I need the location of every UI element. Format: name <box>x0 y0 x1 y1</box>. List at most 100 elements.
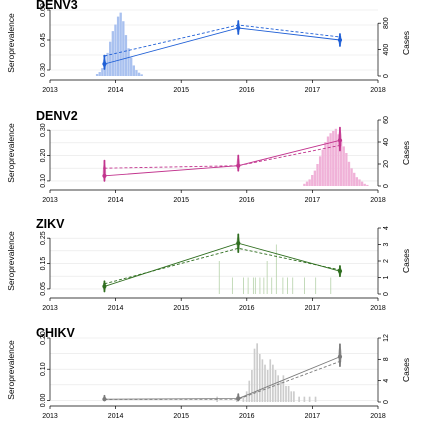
x-tick-label: 2014 <box>108 413 124 420</box>
y-tick-label: 0.25 <box>40 231 47 245</box>
series-line-dashed <box>104 247 341 285</box>
y-tick-label: 0.30 <box>40 63 47 77</box>
case-bar <box>290 391 293 402</box>
case-bar <box>127 48 130 76</box>
y2-tick-label: 0 <box>383 400 390 404</box>
data-point <box>236 25 241 31</box>
x-tick-label: 2013 <box>42 413 58 420</box>
case-bar <box>282 375 285 402</box>
case-bar <box>98 72 101 76</box>
case-bar <box>308 396 311 402</box>
data-point-dashed <box>338 35 342 39</box>
case-bar <box>254 277 256 294</box>
case-bar <box>313 170 317 186</box>
y-tick-label: 0.10 <box>40 362 47 376</box>
y2-tick-label: 3 <box>383 242 390 246</box>
y-tick-label: 0.45 <box>40 33 47 47</box>
series-line-solid <box>104 27 341 65</box>
case-bar <box>140 74 143 76</box>
data-point-dashed <box>338 360 342 363</box>
series-line-dashed <box>104 360 341 400</box>
panel-title: CHIKV <box>36 326 76 340</box>
x-tick-label: 2016 <box>239 305 255 312</box>
case-bar <box>253 348 256 402</box>
case-bar <box>256 343 258 402</box>
x-tick-label: 2015 <box>173 87 189 94</box>
y-tick-label: 0.15 <box>40 257 47 271</box>
data-point-dashed <box>237 164 240 167</box>
case-bar <box>324 142 327 186</box>
data-point-dashed <box>103 398 106 401</box>
case-bar <box>95 74 99 76</box>
case-bar <box>330 277 332 294</box>
x-tick-label: 2014 <box>108 197 124 204</box>
panel-denv3: DENV3 0.30 0.45 0.60 Seroprevalence 0 400 800 Ca… <box>6 0 411 94</box>
y-axis-label: Seroprevalence <box>6 231 16 291</box>
y2-tick-label: 20 <box>383 160 390 168</box>
x-tick-label: 2016 <box>239 197 255 204</box>
data-point-dashed <box>338 268 342 272</box>
y2-tick-label: 0 <box>383 292 390 296</box>
case-bar <box>303 396 306 402</box>
case-bar <box>114 24 117 76</box>
case-bar <box>242 396 245 402</box>
data-point <box>102 173 107 178</box>
case-bar <box>298 396 300 402</box>
case-bar <box>274 370 277 402</box>
case-bar <box>248 380 251 402</box>
case-bar <box>334 128 338 186</box>
case-bar <box>111 31 114 76</box>
series-line-solid <box>104 139 341 177</box>
x-tick-label: 2018 <box>370 305 386 312</box>
y-tick-label: 0.60 <box>40 3 47 17</box>
case-bar <box>287 277 288 294</box>
x-tick-label: 2017 <box>305 197 321 204</box>
case-bar <box>122 21 125 76</box>
y2-tick-label: 4 <box>383 379 390 383</box>
case-bar <box>345 153 348 186</box>
case-bar <box>130 57 133 76</box>
case-bar <box>321 149 324 186</box>
case-bar <box>326 136 330 186</box>
case-bar <box>350 168 353 186</box>
case-bar <box>269 359 272 402</box>
series-line-dashed <box>104 144 341 169</box>
y2-tick-label: 8 <box>383 357 390 361</box>
case-bar <box>316 164 319 186</box>
case-bar <box>279 380 282 402</box>
y2-axis-label: Cases <box>401 141 411 165</box>
y2-tick-label: 12 <box>383 334 390 342</box>
case-bar <box>311 175 314 186</box>
case-bar <box>259 277 261 294</box>
y-axis-label: Seroprevalence <box>6 123 16 183</box>
case-bar <box>358 179 361 186</box>
case-bar <box>339 139 343 186</box>
case-bar <box>263 277 265 294</box>
x-tick-label: 2018 <box>370 413 386 420</box>
y-tick-label: 0.20 <box>40 331 47 345</box>
x-tick-label: 2017 <box>305 305 321 312</box>
y2-axis-label: Cases <box>401 249 411 273</box>
x-tick-label: 2016 <box>239 87 255 94</box>
series-line-solid <box>104 356 341 400</box>
case-bar <box>355 177 359 186</box>
y-tick-label: 0.05 <box>40 282 47 296</box>
panel-chikv: CHIKV 0.00 0.10 0.20 Seroprevalence 0 4 8 12 Case… <box>6 326 411 420</box>
y-tick-label: 0.00 <box>40 394 47 408</box>
y2-tick-label: 2 <box>383 259 390 263</box>
x-tick-label: 2015 <box>173 197 189 204</box>
case-bar <box>285 386 287 402</box>
x-tick-label: 2015 <box>173 305 189 312</box>
y2-axis-label: Cases <box>401 358 411 382</box>
panel-title: DENV2 <box>36 109 78 123</box>
case-bar <box>266 261 268 294</box>
y2-tick-label: 400 <box>383 44 390 56</box>
case-bar <box>251 370 253 402</box>
case-bar <box>292 277 294 294</box>
case-bar <box>342 146 345 186</box>
y2-tick-label: 0 <box>383 184 390 188</box>
panel-title: ZIKV <box>36 217 65 231</box>
case-bar <box>353 172 356 186</box>
y-tick-label: 0.30 <box>40 123 47 137</box>
